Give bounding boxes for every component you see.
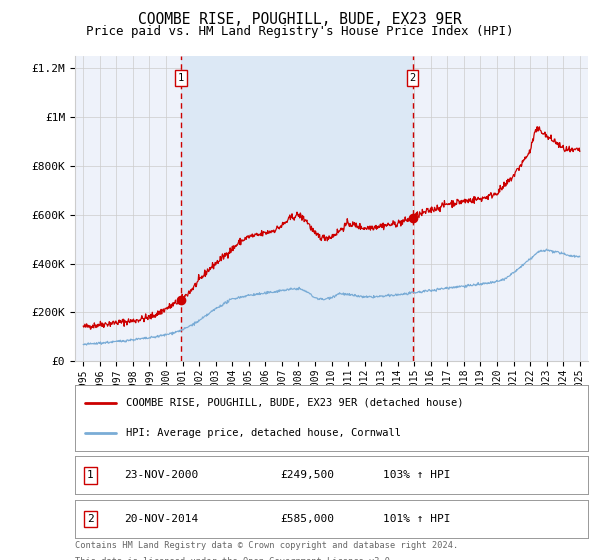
Text: £249,500: £249,500 <box>280 470 334 480</box>
Text: This data is licensed under the Open Government Licence v3.0.: This data is licensed under the Open Gov… <box>75 557 395 560</box>
Text: 101% ↑ HPI: 101% ↑ HPI <box>383 514 450 524</box>
Text: Contains HM Land Registry data © Crown copyright and database right 2024.: Contains HM Land Registry data © Crown c… <box>75 541 458 550</box>
Bar <box>181 56 413 361</box>
Text: £585,000: £585,000 <box>280 514 334 524</box>
Text: 103% ↑ HPI: 103% ↑ HPI <box>383 470 450 480</box>
Text: 1: 1 <box>178 73 184 83</box>
Text: 2: 2 <box>87 514 94 524</box>
Text: 23-NOV-2000: 23-NOV-2000 <box>124 470 198 480</box>
Text: HPI: Average price, detached house, Cornwall: HPI: Average price, detached house, Corn… <box>127 428 401 438</box>
Text: COOMBE RISE, POUGHILL, BUDE, EX23 9ER: COOMBE RISE, POUGHILL, BUDE, EX23 9ER <box>138 12 462 27</box>
Text: 2: 2 <box>409 73 416 83</box>
Text: Price paid vs. HM Land Registry's House Price Index (HPI): Price paid vs. HM Land Registry's House … <box>86 25 514 38</box>
Text: 1: 1 <box>87 470 94 480</box>
Text: 20-NOV-2014: 20-NOV-2014 <box>124 514 198 524</box>
Text: COOMBE RISE, POUGHILL, BUDE, EX23 9ER (detached house): COOMBE RISE, POUGHILL, BUDE, EX23 9ER (d… <box>127 398 464 408</box>
